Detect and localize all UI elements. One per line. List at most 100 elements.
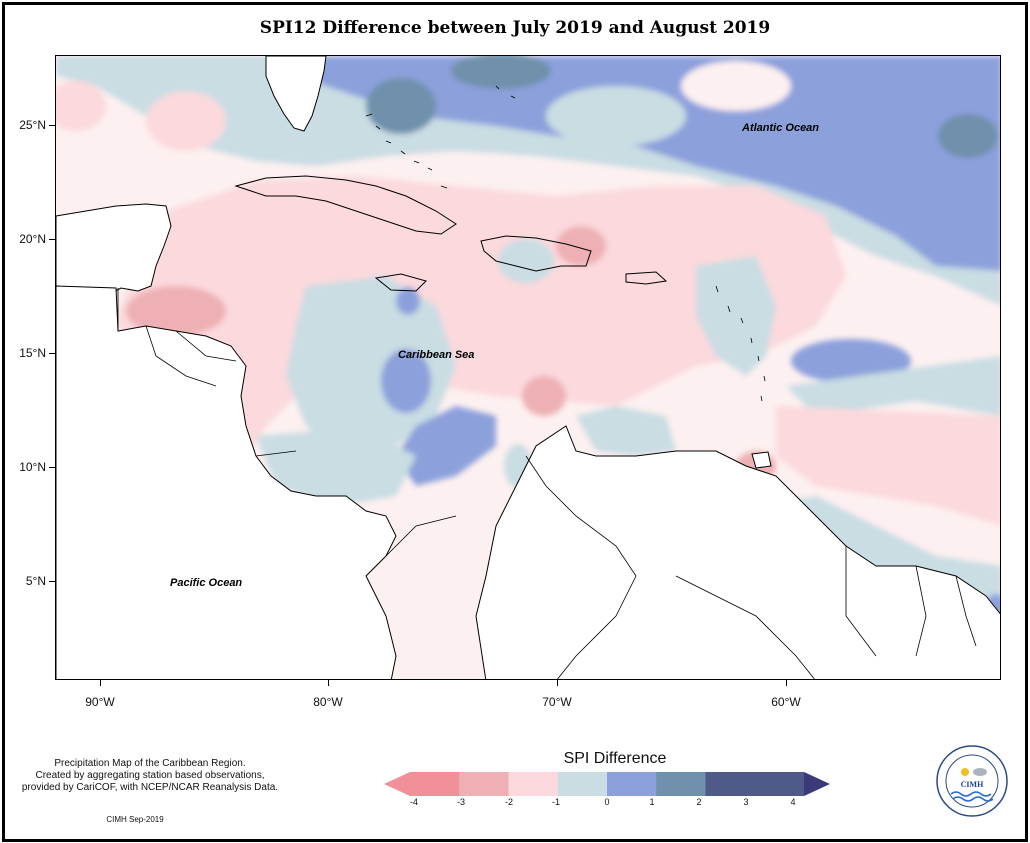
map-title: SPI12 Difference between July 2019 and A… xyxy=(259,18,771,38)
lat-label-15: 15°N xyxy=(19,346,46,360)
map-notes: Precipitation Map of the Caribbean Regio… xyxy=(5,758,295,794)
legend-tick-label: -2 xyxy=(504,797,513,807)
lon-label-90: 90°W xyxy=(85,695,115,709)
legend-swatch xyxy=(459,772,509,796)
caribbean-label: Caribbean Sea xyxy=(398,349,474,361)
lon-tick xyxy=(786,680,787,686)
spi-area-pink-west xyxy=(56,81,106,131)
land-cuba xyxy=(234,175,457,235)
atlantic-label: Atlantic Ocean xyxy=(741,122,819,134)
land-central-america xyxy=(56,285,397,679)
small-islands xyxy=(365,85,766,402)
map-canvas: Atlantic Ocean Caribbean Sea Pacific Oce… xyxy=(56,56,1000,679)
legend-swatch xyxy=(705,772,756,796)
land-jamaica xyxy=(374,273,427,292)
credit-text: CIMH Sep-2019 xyxy=(106,815,164,824)
map-panel: Atlantic Ocean Caribbean Sea Pacific Oce… xyxy=(55,55,1001,680)
legend-tick-label: 3 xyxy=(743,797,749,807)
spi-area-lightblue-venezuela xyxy=(576,406,676,456)
legend-tick-label: -4 xyxy=(409,797,418,807)
spi-area-pink-colombia xyxy=(522,376,566,416)
spi-area-lightblue-band-east xyxy=(786,356,1000,416)
land-florida xyxy=(265,56,327,132)
land-trinidad xyxy=(751,451,772,469)
legend-arrow-left xyxy=(384,772,410,796)
border-honduras xyxy=(175,330,237,362)
spi-area-lightblue-atlantic xyxy=(546,86,686,146)
spi-area-pink-east xyxy=(776,406,1000,526)
legend-tick-label: -1 xyxy=(551,797,560,807)
spi-area-grey-north xyxy=(451,56,551,89)
country-borders xyxy=(117,288,977,679)
legend-swatch xyxy=(656,772,706,796)
logo-inner-ring xyxy=(945,754,999,808)
spi-area-grey-bahamas xyxy=(366,78,436,134)
land-hispaniola xyxy=(480,235,592,272)
legend-tick-label: 4 xyxy=(790,797,796,807)
cloud-icon xyxy=(973,768,987,776)
pacific-label: Pacific Ocean xyxy=(170,577,242,589)
border-french-guiana xyxy=(955,575,977,647)
notes-line-1: Precipitation Map of the Caribbean Regio… xyxy=(54,758,246,769)
lon-tick xyxy=(100,680,101,686)
lon-label-60: 60°W xyxy=(771,695,801,709)
border-guyana xyxy=(845,546,877,657)
islands-turks xyxy=(495,85,516,99)
legend-arrow-right xyxy=(804,772,830,796)
spi-area-blue-jamaica xyxy=(396,287,420,315)
legend-tick-label: 2 xyxy=(696,797,702,807)
notes-line-2: Created by aggregating station based obs… xyxy=(35,770,265,781)
spi-area-blue-panama xyxy=(396,406,496,486)
land-puerto-rico xyxy=(625,271,668,285)
lon-tick xyxy=(328,680,329,686)
legend-title: SPI Difference xyxy=(563,750,667,767)
spi-area-pale-atlantic-1 xyxy=(681,61,791,111)
lat-tick xyxy=(49,239,55,240)
spi-area-pink-gulf xyxy=(146,91,226,151)
border-venezuela xyxy=(525,455,637,679)
legend-swatch xyxy=(607,772,657,796)
spi-area-blue-caribbean xyxy=(381,349,431,413)
lat-tick xyxy=(49,125,55,126)
cimh-logo: CIMH xyxy=(936,745,1008,817)
spi-area-pink-honduras xyxy=(126,286,226,336)
lat-tick xyxy=(49,353,55,354)
wave-icon xyxy=(950,791,992,797)
lat-label-25: 25°N xyxy=(19,118,46,132)
spi-area-pink-haiti xyxy=(556,226,606,266)
spi-area-lightblue-central-america xyxy=(256,431,416,506)
land-masses xyxy=(56,56,1000,679)
notes-line-3: provided by CariCOF, with NCEP/NCAR Rean… xyxy=(21,782,279,793)
legend-tick-label: 1 xyxy=(649,797,655,807)
spi-area-blue-east-antilles xyxy=(791,339,911,383)
lat-label-10: 10°N xyxy=(19,460,46,474)
legend-tick-label: 0 xyxy=(604,797,610,807)
lon-label-70: 70°W xyxy=(542,695,572,709)
lat-label-5: 5°N xyxy=(25,574,46,588)
legend-tick-label: -3 xyxy=(456,797,465,807)
spi-area-lightblue-hispaniola xyxy=(498,239,554,283)
lat-label-20: 20°N xyxy=(19,232,46,246)
sun-icon xyxy=(961,768,969,776)
border-suriname xyxy=(915,565,927,657)
land-south-america xyxy=(475,425,1000,679)
border-guatemala xyxy=(145,325,217,387)
lon-label-80: 80°W xyxy=(313,695,343,709)
lat-tick xyxy=(49,467,55,468)
spi-field xyxy=(56,56,1000,679)
spi-area-grey-east xyxy=(938,114,998,158)
spi-area-blue-atlantic xyxy=(276,56,1000,271)
legend-colorbar xyxy=(384,772,830,796)
border-brazil xyxy=(675,575,815,679)
logo-text: CIMH xyxy=(961,780,984,789)
border-panama xyxy=(385,515,457,557)
legend-swatch xyxy=(557,772,608,796)
islands-bahamas xyxy=(365,113,448,189)
lat-tick xyxy=(49,581,55,582)
wave-icon-2 xyxy=(952,796,994,802)
legend-swatch xyxy=(508,772,559,796)
lon-tick xyxy=(557,680,558,686)
islands-lesser-antilles xyxy=(715,285,766,402)
legend-swatch xyxy=(754,772,805,796)
legend-swatch xyxy=(410,772,460,796)
